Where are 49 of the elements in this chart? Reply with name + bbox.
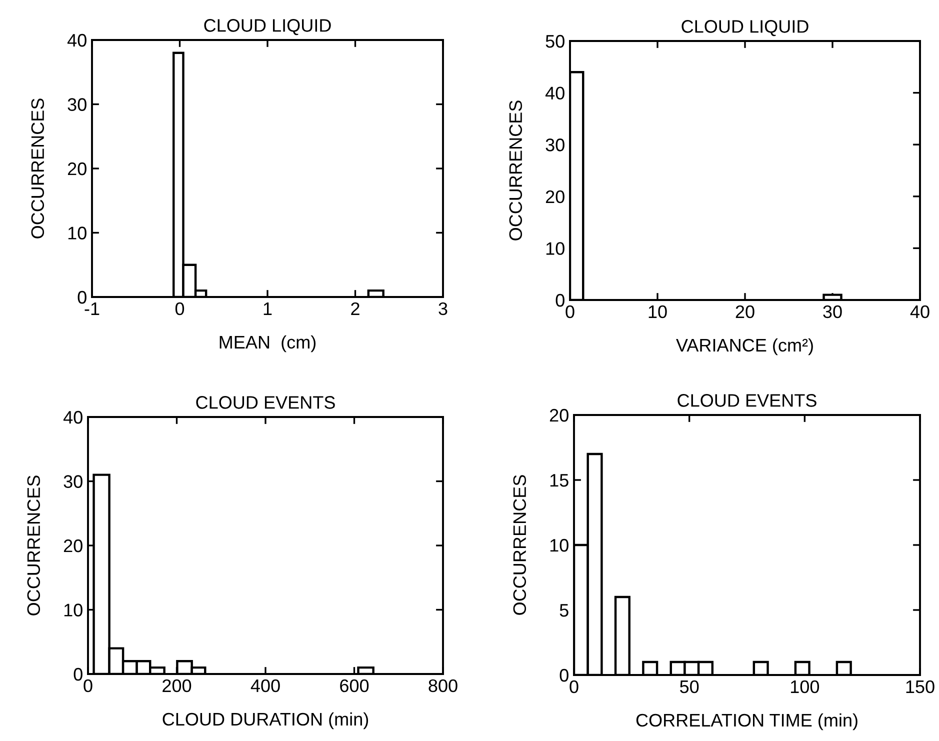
x-tick-label: 20 [736, 305, 754, 318]
y-tick-label: 40 [63, 410, 82, 424]
x-tick-label: 1 [264, 302, 272, 315]
x-tick-label: 30 [823, 305, 842, 318]
x-tick-label: 100 [790, 680, 820, 694]
chart-title: CLOUD EVENTS [678, 394, 816, 407]
y-tick-label: 5 [560, 604, 568, 617]
y-tick-label: 30 [64, 475, 82, 488]
y-axis-title: OCCURRENCES [27, 476, 40, 616]
x-tick-label: 800 [428, 679, 458, 692]
y-tick-label: 0 [560, 668, 568, 682]
x-tick-label: 40 [910, 305, 930, 318]
x-tick-label: 50 [680, 680, 699, 694]
x-axis-title: VARIANCE (cm²) [676, 338, 813, 356]
y-tick-label: 10 [68, 226, 86, 240]
x-axis-title: CLOUD DURATION (min) [162, 712, 368, 730]
y-axis-title: OCCURRENCES [513, 475, 526, 615]
y-tick-label: 50 [546, 34, 564, 48]
y-axis-title: OCCURRENCES [31, 98, 44, 238]
x-tick-label: 0 [175, 302, 184, 316]
y-tick-label: 0 [74, 668, 82, 681]
y-tick-label: 0 [78, 290, 86, 304]
y-tick-label: 15 [550, 474, 568, 487]
y-tick-label: 20 [64, 539, 82, 552]
y-tick-label: 30 [546, 138, 564, 152]
chart-title: CLOUD EVENTS [196, 396, 335, 409]
y-tick-label: 30 [68, 98, 86, 111]
y-tick-label: 40 [67, 34, 86, 47]
x-tick-label: -1 [84, 302, 100, 315]
x-tick-label: 3 [438, 302, 448, 316]
x-tick-label: 600 [340, 679, 369, 692]
x-tick-label: 10 [648, 305, 667, 318]
y-tick-label: 10 [546, 242, 564, 255]
y-tick-label: 40 [545, 86, 564, 100]
y-tick-label: 20 [546, 190, 564, 204]
y-tick-label: 10 [550, 538, 568, 552]
x-tick-label: 2 [351, 302, 360, 315]
x-tick-label: 200 [162, 679, 192, 692]
x-tick-label: 150 [906, 680, 934, 694]
x-tick-label: 0 [570, 680, 578, 694]
y-tick-label: 20 [550, 408, 568, 422]
x-axis-title: MEAN (cm) [220, 335, 316, 352]
chart-title: CLOUD LIQUID [204, 19, 331, 36]
x-tick-label: 400 [250, 679, 280, 692]
y-axis-title: OCCURRENCES [509, 100, 522, 240]
y-tick-label: 20 [68, 162, 86, 176]
x-axis-title: CORRELATION TIME (min) [636, 713, 858, 730]
y-tick-label: 10 [64, 604, 82, 616]
chart-title: CLOUD LIQUID [682, 20, 808, 36]
